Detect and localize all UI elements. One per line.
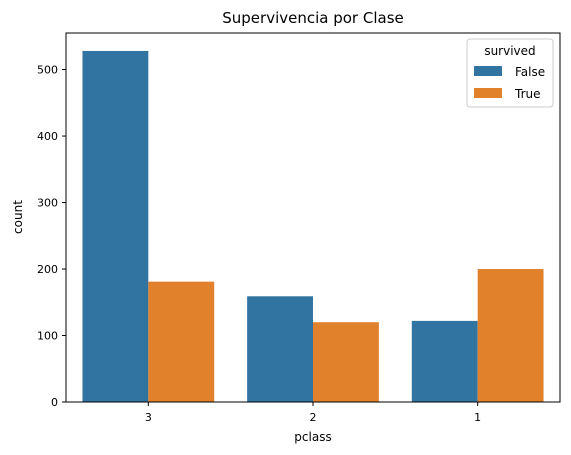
bar-true-pclass-3 [148, 281, 215, 402]
legend-swatch-true [474, 88, 502, 98]
y-tick-label-0: 0 [51, 396, 58, 409]
chart-title: Supervivencia por Clase [222, 9, 404, 27]
bar-false-pclass-2 [247, 296, 313, 402]
plot-frame [65, 32, 561, 403]
x-axis-label: pclass [294, 430, 331, 444]
legend-label-true: True [514, 87, 541, 101]
legend: survived False True [466, 38, 554, 108]
legend-label-false: False [515, 65, 545, 79]
legend-title: survived [484, 44, 535, 58]
y-axis: 0 100 200 300 400 500 [37, 64, 66, 409]
y-tick-label-100: 100 [37, 330, 58, 343]
x-tick-label-1: 1 [474, 411, 481, 424]
y-tick-label-200: 200 [37, 263, 58, 276]
bar-true-pclass-1 [477, 269, 544, 402]
x-tick-label-3: 3 [145, 411, 152, 424]
bar-true-pclass-2 [313, 322, 379, 402]
y-tick-label-500: 500 [37, 64, 58, 77]
y-tick-label-400: 400 [37, 130, 58, 143]
bar-false-pclass-3 [82, 50, 149, 402]
legend-swatch-false [474, 66, 502, 76]
x-axis: 3 2 1 [145, 402, 481, 424]
bars-group [82, 50, 544, 402]
bar-false-pclass-1 [411, 320, 478, 402]
x-tick-label-2: 2 [310, 411, 317, 424]
y-tick-label-300: 300 [37, 197, 58, 210]
y-axis-label: count [11, 200, 25, 234]
